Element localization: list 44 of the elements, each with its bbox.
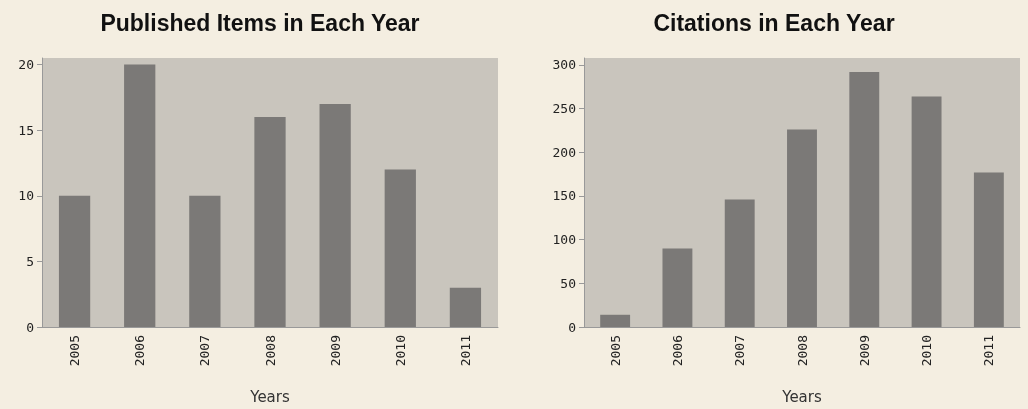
y-tick-label: 100 <box>552 232 576 248</box>
y-tick-label: 0 <box>568 319 576 335</box>
bar <box>911 96 942 327</box>
x-axis-title: Years <box>781 387 822 406</box>
y-tick-label: 200 <box>552 144 576 160</box>
bar <box>384 169 416 327</box>
bar <box>449 287 482 327</box>
x-tick-label: 2008 <box>794 335 810 367</box>
x-axis-title: Years <box>249 387 290 406</box>
y-tick-label: 0 <box>26 319 34 335</box>
y-tick-label: 15 <box>18 122 34 138</box>
chart-title: Published Items in Each Year <box>100 9 420 36</box>
bar <box>662 248 693 327</box>
x-tick-label: 2007 <box>197 335 213 367</box>
x-tick-label: 2006 <box>132 335 148 367</box>
bar <box>319 103 351 327</box>
bar <box>973 172 1004 327</box>
x-tick-label: 2011 <box>457 335 473 367</box>
x-tick-label: 2005 <box>67 335 83 367</box>
y-tick-label: 300 <box>552 57 576 73</box>
x-tick-label: 2010 <box>392 335 408 367</box>
bar <box>600 314 631 327</box>
y-tick-label: 250 <box>552 101 576 117</box>
x-tick-label: 2005 <box>607 335 623 367</box>
y-tick-label: 50 <box>560 275 576 291</box>
chart-title: Citations in Each Year <box>653 9 895 36</box>
x-tick-label: 2010 <box>919 335 935 367</box>
bar <box>849 71 880 327</box>
x-tick-label: 2008 <box>262 335 278 367</box>
x-tick-label: 2009 <box>856 335 872 367</box>
y-tick-label: 150 <box>552 188 576 204</box>
x-tick-label: 2011 <box>981 335 997 367</box>
y-tick-label: 5 <box>26 253 34 269</box>
bar <box>724 199 755 327</box>
y-tick-label: 20 <box>18 57 34 73</box>
x-tick-label: 2009 <box>327 335 343 367</box>
bar <box>787 129 817 327</box>
x-tick-label: 2006 <box>669 335 685 367</box>
bar <box>58 195 91 327</box>
bar <box>254 117 286 327</box>
y-tick-label: 10 <box>18 188 34 204</box>
bar <box>124 64 156 327</box>
x-tick-label: 2007 <box>732 335 748 367</box>
bar <box>189 195 221 327</box>
